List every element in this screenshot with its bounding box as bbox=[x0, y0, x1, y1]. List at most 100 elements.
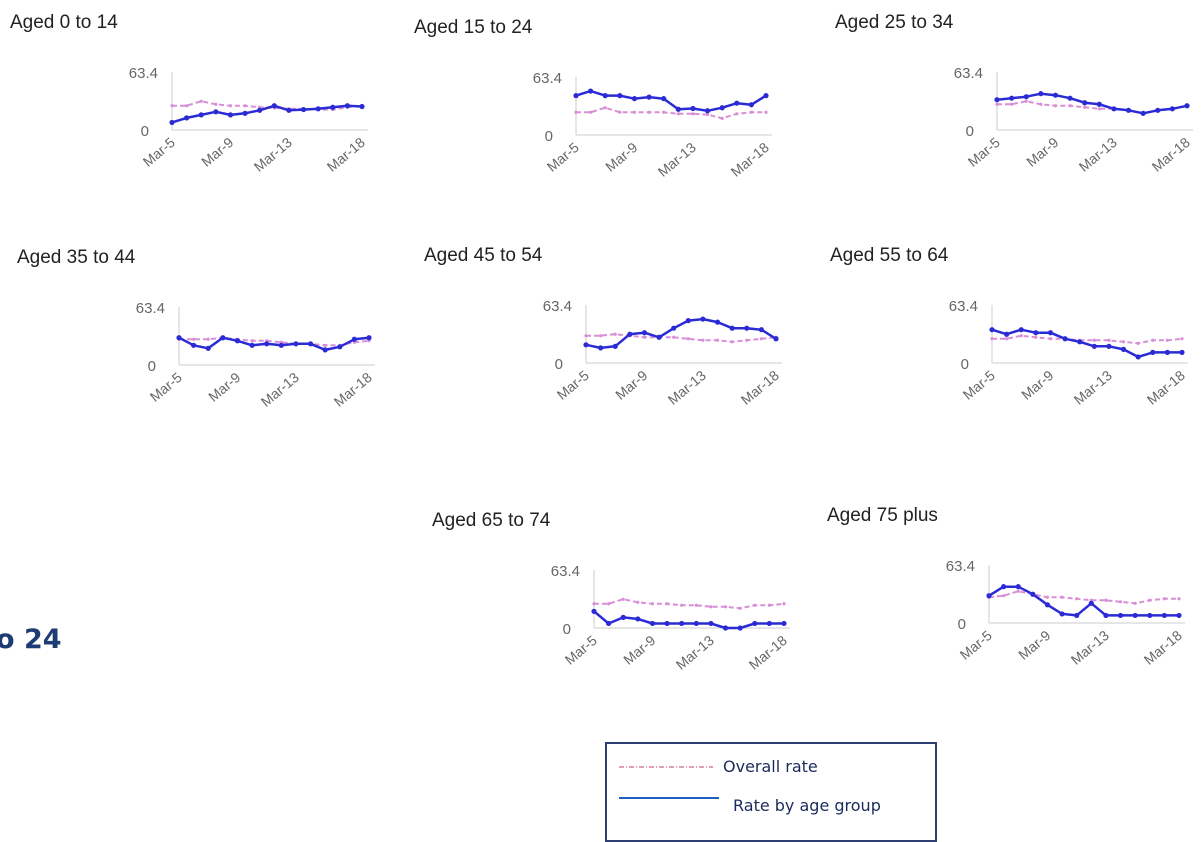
x-tick-label: Mar-9 bbox=[1018, 367, 1056, 403]
data-point-overall bbox=[584, 334, 588, 338]
data-point-age-group bbox=[191, 342, 197, 348]
data-point-age-group bbox=[591, 608, 597, 614]
x-tick-label: Mar-18 bbox=[738, 367, 782, 408]
series-line-overall-rate bbox=[988, 590, 1179, 605]
data-point-age-group bbox=[234, 338, 241, 344]
data-point-overall bbox=[1060, 595, 1064, 599]
data-point-age-group bbox=[271, 103, 277, 109]
data-point-age-group bbox=[307, 341, 314, 347]
data-point-age-group bbox=[744, 325, 750, 331]
data-point-age-group bbox=[330, 104, 336, 110]
legend-swatch-group bbox=[619, 797, 719, 799]
data-point-overall bbox=[574, 110, 578, 114]
data-point-age-group bbox=[1103, 612, 1109, 619]
data-point-age-group bbox=[693, 620, 699, 627]
data-point-overall bbox=[1180, 337, 1184, 341]
data-point-age-group bbox=[664, 620, 670, 627]
legend-label-overall: Overall rate bbox=[723, 757, 818, 776]
data-point-age-group bbox=[1091, 343, 1097, 349]
data-point-overall bbox=[759, 337, 763, 341]
data-point-overall bbox=[621, 597, 625, 601]
data-point-overall bbox=[1165, 338, 1169, 342]
data-point-overall bbox=[680, 603, 684, 607]
panel-title: Aged 35 to 44 bbox=[17, 247, 136, 268]
x-tick-label: Mar-13 bbox=[673, 632, 717, 673]
panel-title: Aged 25 to 34 bbox=[835, 12, 954, 33]
y-tick-label-min: 0 bbox=[141, 123, 149, 140]
data-point-age-group bbox=[264, 341, 270, 347]
data-point-age-group bbox=[359, 103, 365, 110]
data-point-overall bbox=[1148, 598, 1152, 602]
data-point-overall bbox=[701, 338, 705, 342]
data-point-age-group bbox=[1074, 612, 1080, 619]
x-tick-label: Mar-18 bbox=[331, 369, 375, 410]
chart-panel-aged-25-34: Aged 25 to 34 63.4 0 Mar-5 Mar-9 Mar-13 Mar-1… bbox=[835, 12, 1193, 202]
y-tick-label-max: 63.4 bbox=[136, 300, 165, 317]
data-point-overall bbox=[730, 340, 734, 344]
y-tick-label-min: 0 bbox=[545, 128, 553, 145]
data-point-age-group bbox=[708, 620, 714, 627]
x-tick-label: Mar-9 bbox=[1015, 627, 1053, 663]
data-point-overall bbox=[1005, 337, 1009, 341]
x-tick-label: Mar-9 bbox=[602, 139, 640, 175]
y-tick-label-min: 0 bbox=[555, 356, 563, 373]
data-point-overall bbox=[607, 602, 611, 606]
data-point-overall bbox=[767, 603, 771, 607]
data-point-overall bbox=[705, 112, 710, 117]
data-point-age-group bbox=[300, 106, 307, 113]
y-tick-label-max: 63.4 bbox=[533, 70, 562, 87]
chart-panel-aged-55-64: Aged 55 to 64 63.4 0 Mar-5 Mar-9 Mar-13 Mar-1… bbox=[830, 245, 1188, 435]
x-tick-label: Mar-9 bbox=[620, 632, 658, 668]
data-point-overall bbox=[632, 110, 637, 114]
series-line-overall-rate bbox=[576, 106, 766, 120]
data-point-age-group bbox=[1088, 600, 1094, 606]
data-point-overall bbox=[749, 110, 753, 114]
data-point-age-group bbox=[649, 620, 656, 627]
data-point-age-group bbox=[773, 336, 779, 342]
data-point-age-group bbox=[198, 112, 204, 118]
x-tick-label: Mar-18 bbox=[1144, 367, 1188, 408]
data-point-overall bbox=[1002, 594, 1006, 598]
data-point-age-group bbox=[1077, 339, 1083, 345]
x-tick-label: Mar-13 bbox=[251, 134, 295, 175]
x-tick-label: Mar-18 bbox=[746, 632, 790, 673]
data-point-age-group bbox=[679, 620, 685, 627]
data-point-overall bbox=[1075, 597, 1079, 601]
data-point-overall bbox=[243, 104, 247, 108]
data-point-overall bbox=[662, 110, 666, 114]
data-point-age-group bbox=[758, 327, 764, 333]
data-point-overall bbox=[1019, 334, 1023, 338]
data-point-overall bbox=[323, 343, 327, 347]
data-point-overall bbox=[185, 104, 189, 108]
data-point-overall bbox=[228, 104, 233, 108]
data-point-overall bbox=[1136, 341, 1140, 345]
data-point-overall bbox=[206, 337, 210, 341]
data-point-age-group bbox=[583, 342, 589, 348]
panel-title: Aged 75 plus bbox=[827, 505, 938, 526]
x-tick-label: Mar-13 bbox=[665, 367, 709, 408]
data-point-age-group bbox=[1001, 584, 1007, 590]
data-point-age-group bbox=[1062, 336, 1068, 342]
data-point-overall bbox=[1097, 107, 1101, 111]
y-tick-label-max: 63.4 bbox=[946, 558, 975, 575]
data-point-overall bbox=[753, 603, 757, 607]
data-point-age-group bbox=[322, 347, 328, 353]
y-tick-label-min: 0 bbox=[961, 356, 969, 373]
data-point-age-group bbox=[220, 335, 226, 341]
y-tick-label-max: 63.4 bbox=[551, 563, 580, 580]
data-point-overall bbox=[1083, 105, 1087, 109]
data-point-age-group bbox=[1038, 91, 1044, 97]
data-point-age-group bbox=[1164, 349, 1170, 356]
data-point-overall bbox=[603, 106, 607, 110]
data-point-overall bbox=[642, 335, 647, 339]
data-point-age-group bbox=[1140, 110, 1146, 116]
y-tick-label-max: 63.4 bbox=[543, 298, 572, 315]
chart-panel-aged-45-54: Aged 45 to 54 63.4 0 Mar-5 Mar-9 Mar-13 Mar-1… bbox=[424, 245, 782, 435]
data-point-age-group bbox=[752, 620, 758, 627]
x-tick-label: Mar-18 bbox=[728, 139, 772, 180]
